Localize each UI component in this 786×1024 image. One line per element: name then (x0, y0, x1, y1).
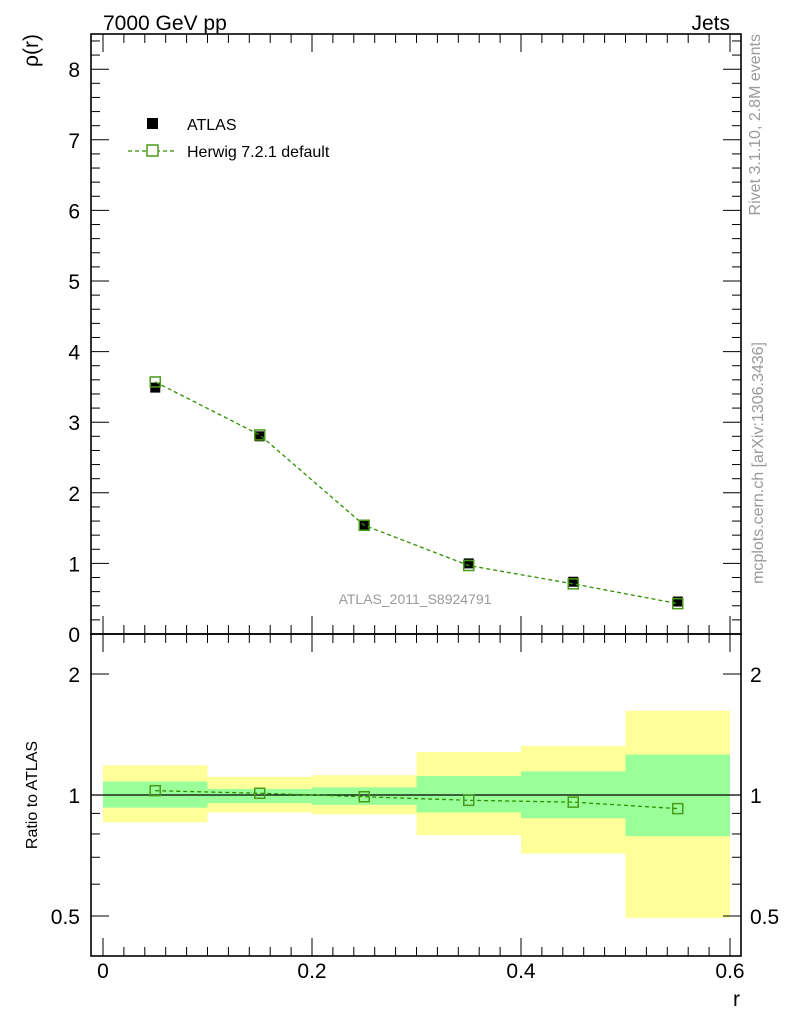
herwig-ratio-point (672, 802, 684, 815)
legend-label-herwig: Herwig 7.2.1 default (187, 144, 330, 161)
data-marks (91, 376, 741, 815)
herwig-point (463, 559, 475, 572)
herwig-point (358, 519, 370, 532)
legend-marker-atlas (147, 118, 158, 129)
inner-band (312, 787, 417, 805)
rivet-label: Rivet 3.1.10, 2.8M events (747, 34, 764, 215)
herwig-ratio-point (463, 794, 475, 807)
legend: ATLAS Herwig 7.2.1 default (128, 117, 330, 161)
atlas-point (568, 576, 579, 587)
y-tick-label: 0 (68, 624, 80, 647)
analysis-tag: ATLAS_2011_S8924791 (339, 591, 492, 607)
legend-label-atlas: ATLAS (187, 117, 237, 134)
mcplots-label: mcplots.cern.ch [arXiv:1306.3436] (750, 342, 767, 584)
herwig-ratio-line (155, 790, 678, 810)
herwig-ratio-point (149, 784, 161, 797)
ratio-y-tick-label: 0.5 (51, 906, 80, 929)
axes: 0 1 2 3 4 5 6 7 8 0.5 0.5 1 1 2 2 0 0.2 0.4 0.6 (51, 33, 779, 983)
inner-band (207, 788, 312, 804)
x-tick-label: 0.6 (715, 960, 744, 983)
y-tick-label: 2 (68, 483, 80, 506)
atlas-point (254, 431, 265, 442)
ratio-y-tick-label: 2 (750, 664, 762, 687)
process-label: Jets (691, 12, 730, 35)
x-tick-label: 0 (97, 960, 109, 983)
y-tick-label: 7 (68, 130, 80, 153)
legend-marker-herwig (146, 144, 159, 157)
ratio-y-tick-label: 1 (68, 785, 80, 808)
x-tick-label: 0.2 (297, 960, 326, 983)
herwig-ratio-point (254, 787, 266, 800)
herwig-point (149, 376, 161, 388)
main-ylabel: ρ(r) (20, 34, 43, 67)
atlas-point (672, 596, 683, 607)
xlabel: r (733, 988, 740, 1011)
herwig-point (567, 578, 579, 590)
y-tick-label: 4 (68, 342, 80, 365)
y-tick-label: 5 (68, 271, 80, 294)
y-tick-label: 3 (68, 412, 80, 435)
y-tick-label: 1 (68, 553, 80, 576)
herwig-point (672, 597, 684, 610)
ratio-y-tick-label: 2 (68, 664, 80, 687)
energy-label: 7000 GeV pp (103, 12, 227, 35)
ratio-y-tick-label: 1 (750, 785, 762, 808)
herwig-line (154, 381, 678, 605)
herwig-ratio-point (567, 796, 579, 808)
ratio-y-tick-label: 0.5 (750, 906, 779, 929)
ratio-bands (103, 710, 730, 918)
atlas-point (463, 558, 474, 569)
y-tick-label: 6 (68, 200, 80, 223)
x-tick-label: 0.4 (506, 960, 536, 983)
herwig-point (254, 429, 266, 441)
y-tick-label: 8 (68, 59, 80, 82)
ratio-ylabel: Ratio to ATLAS (24, 741, 41, 849)
herwig-ratio-point (358, 791, 370, 803)
inner-band (416, 775, 521, 813)
